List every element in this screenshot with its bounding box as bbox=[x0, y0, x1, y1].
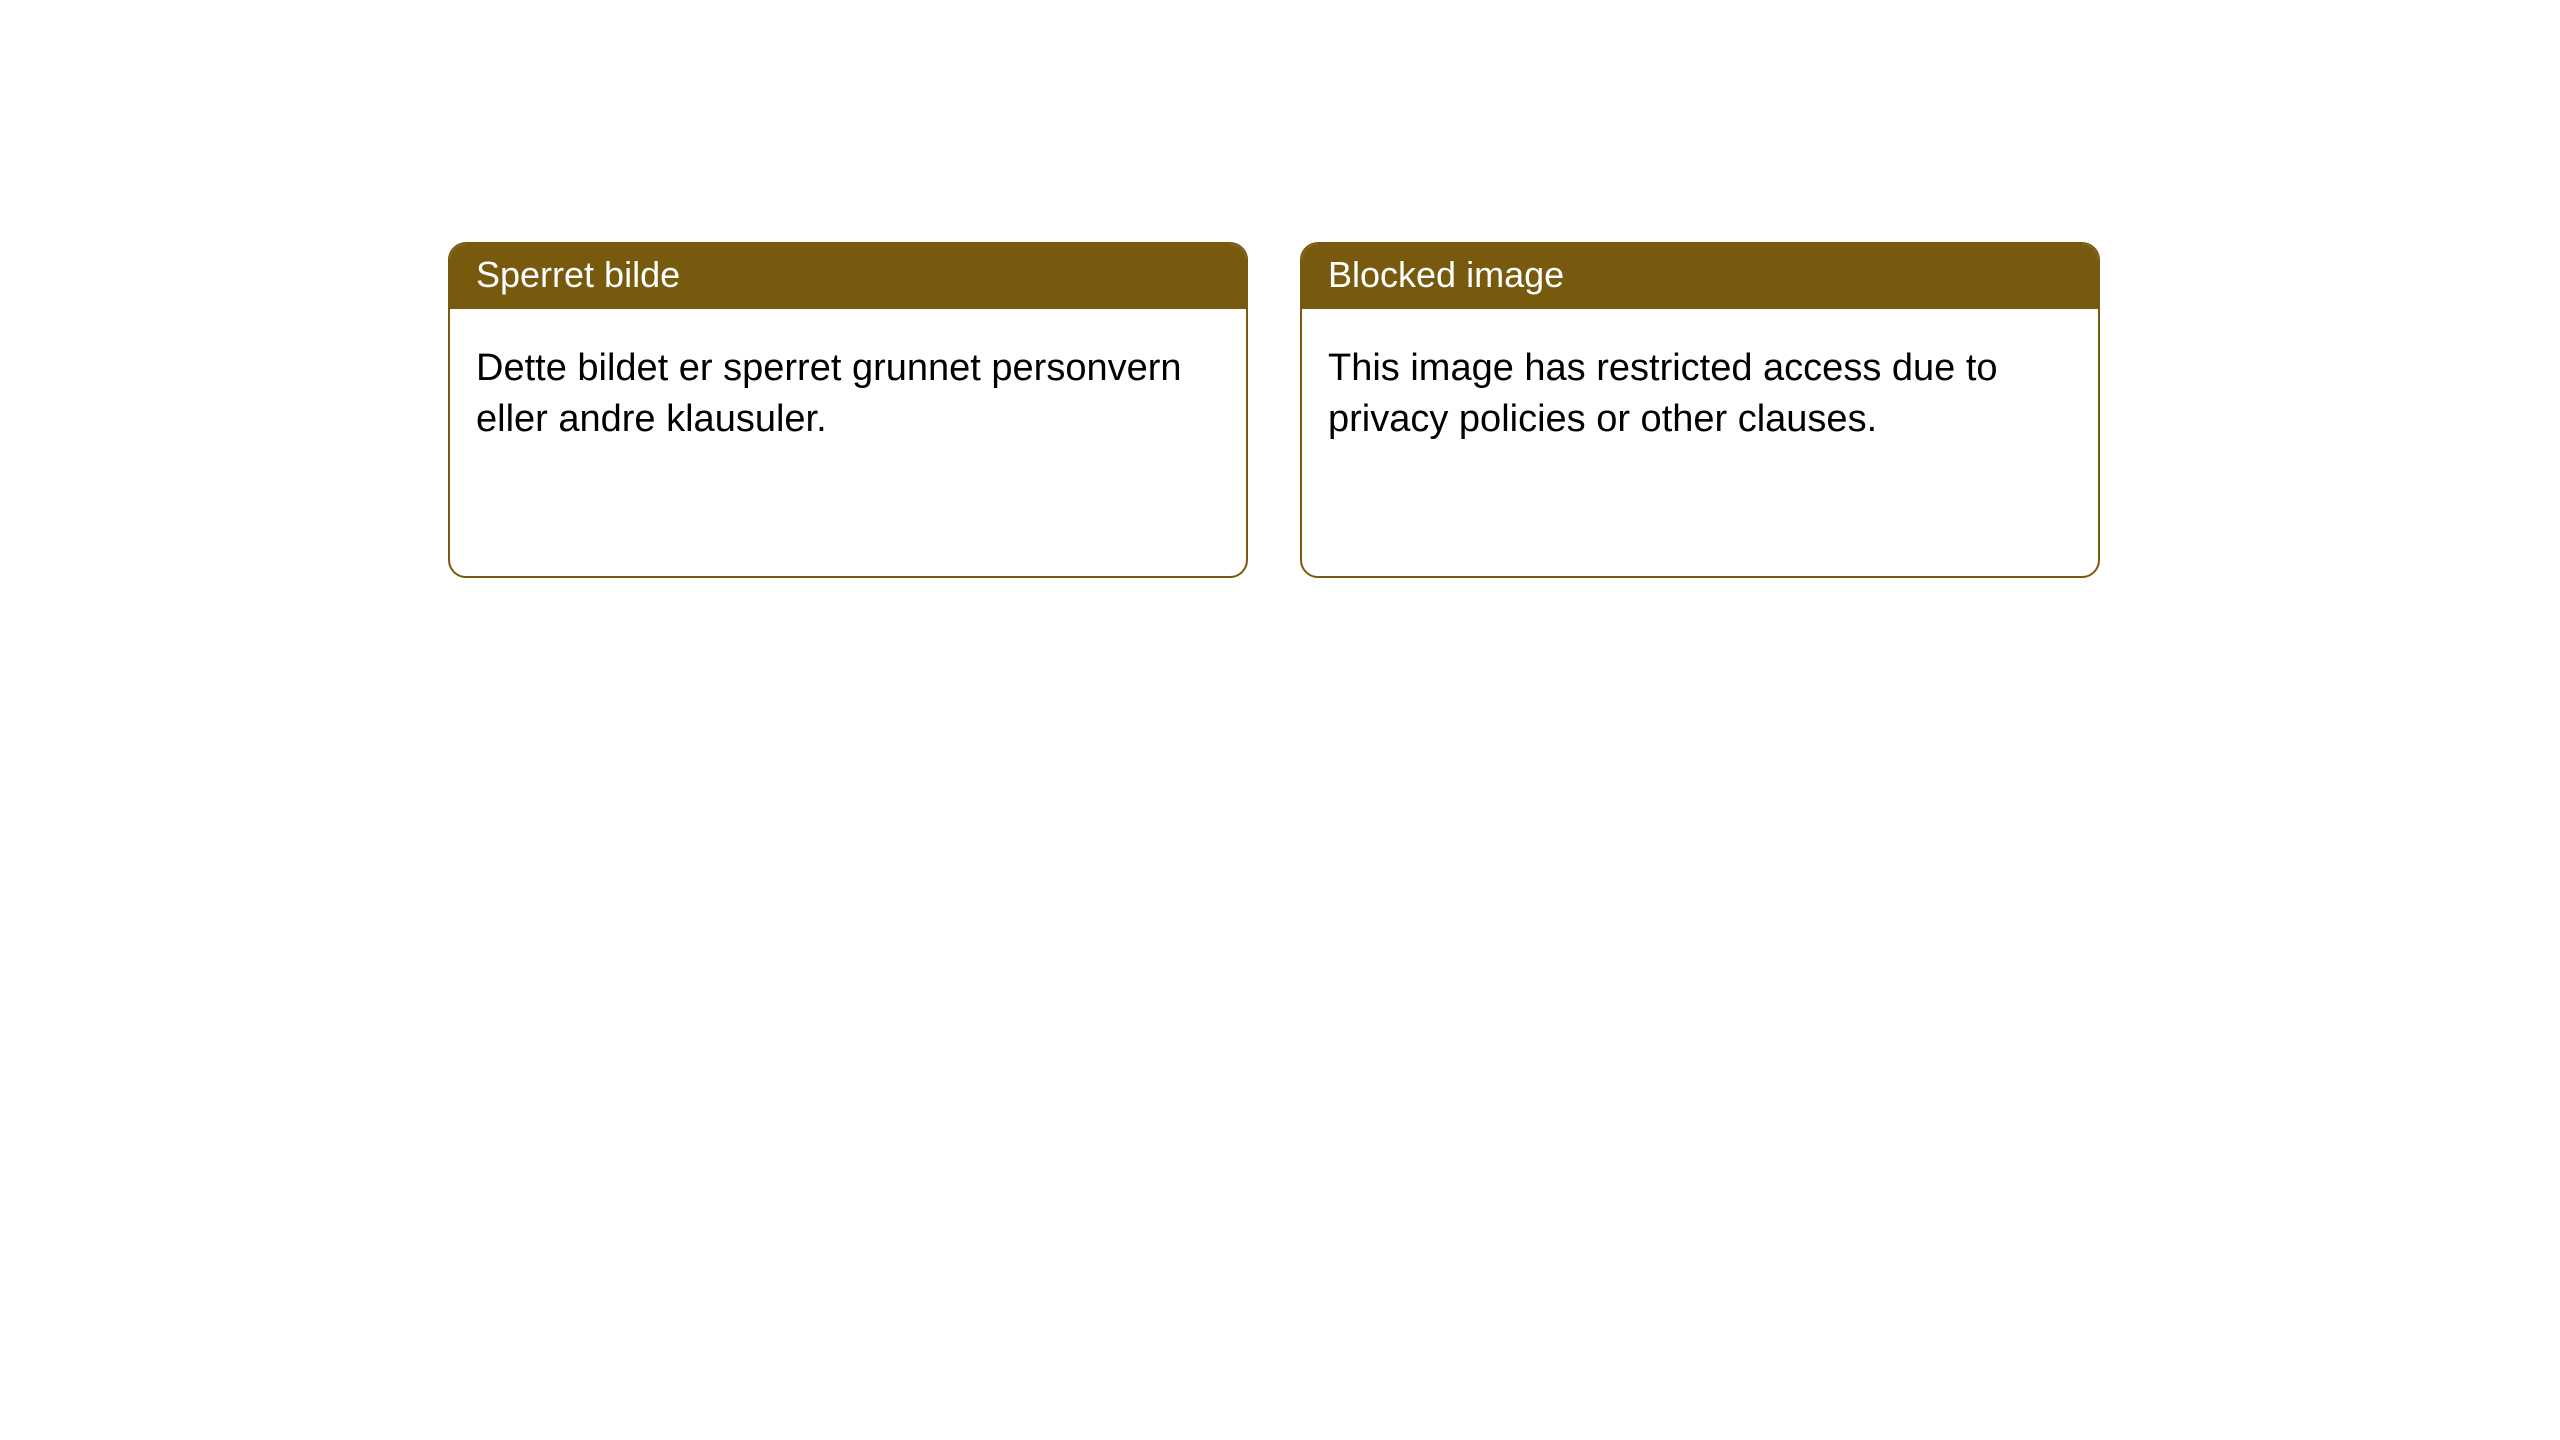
notice-title-english: Blocked image bbox=[1302, 244, 2098, 309]
notice-body-norwegian: Dette bildet er sperret grunnet personve… bbox=[450, 309, 1246, 466]
notice-container: Sperret bilde Dette bildet er sperret gr… bbox=[0, 0, 2560, 578]
notice-body-english: This image has restricted access due to … bbox=[1302, 309, 2098, 466]
notice-title-norwegian: Sperret bilde bbox=[450, 244, 1246, 309]
notice-card-norwegian: Sperret bilde Dette bildet er sperret gr… bbox=[448, 242, 1248, 578]
notice-card-english: Blocked image This image has restricted … bbox=[1300, 242, 2100, 578]
